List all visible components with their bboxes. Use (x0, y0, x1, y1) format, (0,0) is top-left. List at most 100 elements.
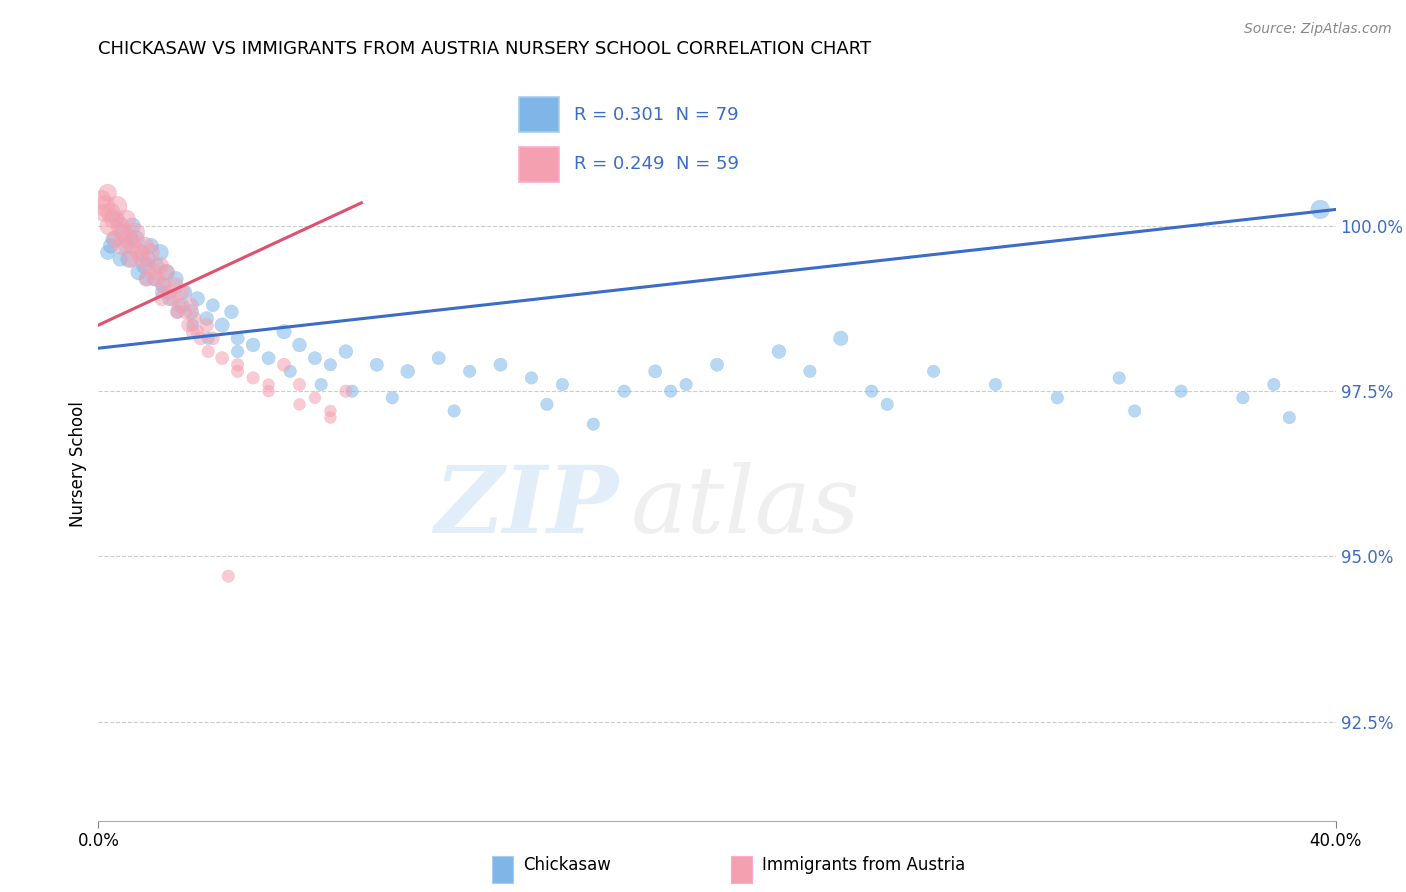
Point (97, 186, 120, 200)
Point (427, 351, 450, 365)
Point (104, 232, 127, 246)
Point (120, 232, 142, 246)
Point (288, 377, 311, 392)
Point (273, 325, 295, 339)
Point (706, 358, 728, 372)
Point (183, 311, 205, 326)
Point (309, 377, 332, 392)
Point (146, 259, 169, 273)
Point (134, 259, 156, 273)
Point (1263, 377, 1285, 392)
Point (226, 344, 249, 359)
Point (174, 305, 197, 319)
Point (165, 278, 187, 293)
Point (128, 245, 150, 260)
Point (111, 239, 132, 253)
Point (139, 245, 162, 260)
Point (143, 272, 166, 286)
Point (170, 285, 193, 299)
Point (166, 305, 188, 319)
Point (121, 219, 143, 233)
Point (152, 278, 174, 293)
Point (186, 325, 208, 339)
Point (159, 292, 181, 306)
Point (124, 232, 146, 246)
Point (186, 292, 208, 306)
Point (1170, 384, 1192, 399)
Point (93, 199, 115, 213)
Point (135, 272, 157, 286)
Point (551, 377, 574, 392)
Point (520, 371, 543, 385)
Point (149, 259, 172, 273)
Point (278, 364, 301, 378)
Point (195, 318, 218, 332)
Text: R = 0.249  N = 59: R = 0.249 N = 59 (574, 155, 740, 173)
Point (177, 318, 200, 332)
Point (91, 206, 114, 220)
Point (115, 212, 138, 227)
Point (257, 351, 280, 365)
Point (181, 318, 204, 332)
Point (340, 384, 363, 399)
Point (489, 358, 512, 372)
Point (98, 219, 121, 233)
Text: CHICKASAW VS IMMIGRANTS FROM AUSTRIA NURSERY SCHOOL CORRELATION CHART: CHICKASAW VS IMMIGRANTS FROM AUSTRIA NUR… (98, 40, 872, 58)
Point (211, 351, 233, 365)
Point (226, 358, 249, 372)
Text: R = 0.301  N = 79: R = 0.301 N = 79 (574, 106, 738, 124)
Y-axis label: Nursery School: Nursery School (69, 401, 87, 527)
Text: Chickasaw: Chickasaw (523, 856, 612, 874)
Point (1278, 410, 1301, 425)
Point (319, 358, 342, 372)
Text: Source: ZipAtlas.com: Source: ZipAtlas.com (1244, 22, 1392, 37)
Point (146, 272, 169, 286)
Point (922, 364, 945, 378)
Point (830, 331, 852, 345)
Point (181, 325, 204, 339)
Point (396, 364, 419, 378)
Point (136, 259, 159, 273)
Point (166, 305, 188, 319)
Point (174, 285, 197, 299)
FancyBboxPatch shape (519, 146, 558, 181)
Point (1232, 391, 1254, 405)
Point (288, 397, 311, 411)
Point (97, 245, 120, 260)
Point (644, 364, 666, 378)
Point (165, 272, 187, 286)
Point (582, 417, 605, 432)
Point (201, 331, 224, 345)
Point (143, 265, 166, 279)
Point (118, 252, 141, 266)
Point (162, 292, 184, 306)
Point (105, 212, 128, 227)
Point (381, 391, 404, 405)
Point (860, 384, 883, 399)
Point (1123, 404, 1146, 418)
Point (150, 285, 173, 299)
Point (135, 272, 157, 286)
FancyBboxPatch shape (519, 97, 558, 132)
Point (536, 397, 558, 411)
Point (273, 358, 295, 372)
Point (366, 358, 388, 372)
Point (319, 404, 342, 418)
Point (1309, 202, 1331, 217)
Point (335, 384, 357, 399)
Point (112, 226, 135, 240)
Point (257, 384, 280, 399)
Point (124, 226, 146, 240)
Point (121, 239, 143, 253)
Point (100, 239, 122, 253)
Point (134, 239, 156, 253)
Point (226, 331, 249, 345)
Point (201, 298, 224, 312)
Point (155, 265, 177, 279)
Point (118, 232, 141, 246)
Point (195, 311, 218, 326)
Text: ZIP: ZIP (434, 462, 619, 551)
Point (1108, 371, 1130, 385)
Point (103, 212, 125, 227)
Point (984, 377, 1007, 392)
